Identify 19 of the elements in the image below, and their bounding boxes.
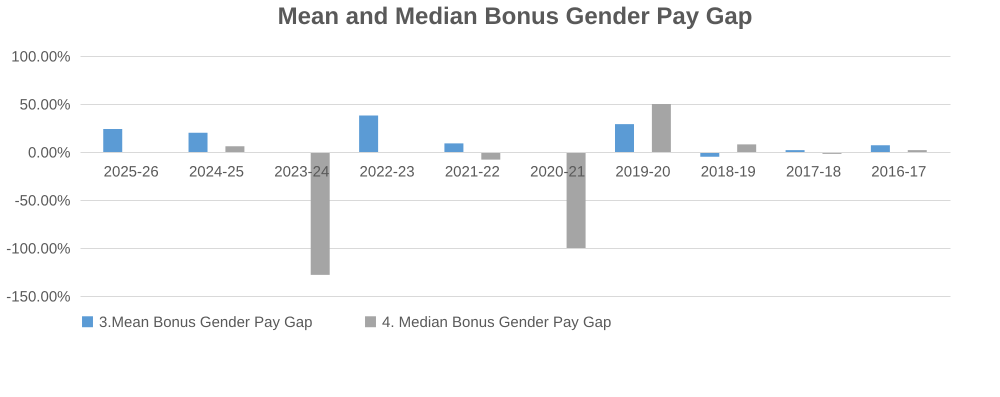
x-tick-label: 2022-23 [360, 164, 415, 180]
y-tick-label: -150.00% [6, 288, 70, 306]
x-tick-label: 2018-19 [700, 164, 756, 180]
x-tick-label: 2023-24 [274, 164, 330, 180]
chart-title: Mean and Median Bonus Gender Pay Gap [278, 3, 752, 30]
legend-label: 4. Median Bonus Gender Pay Gap [382, 314, 612, 331]
x-tick-label: 2020-21 [530, 164, 586, 180]
legend-label: 3.Mean Bonus Gender Pay Gap [99, 314, 312, 331]
x-tick-label: 2016-17 [871, 164, 926, 180]
y-tick-label: -100.00% [6, 240, 70, 258]
x-tick-label: 2025-26 [104, 164, 159, 180]
x-tick-label: 2024-25 [188, 164, 244, 180]
x-tick-label: 2019-20 [615, 164, 670, 180]
y-tick-label: 0.00% [28, 144, 70, 162]
x-tick-label: 2021-22 [444, 164, 500, 180]
y-tick-label: -50.00% [14, 192, 70, 210]
x-tick-label: 2017-18 [786, 164, 842, 180]
y-tick-label: 100.00% [11, 48, 70, 66]
y-tick-label: 50.00% [20, 96, 70, 114]
